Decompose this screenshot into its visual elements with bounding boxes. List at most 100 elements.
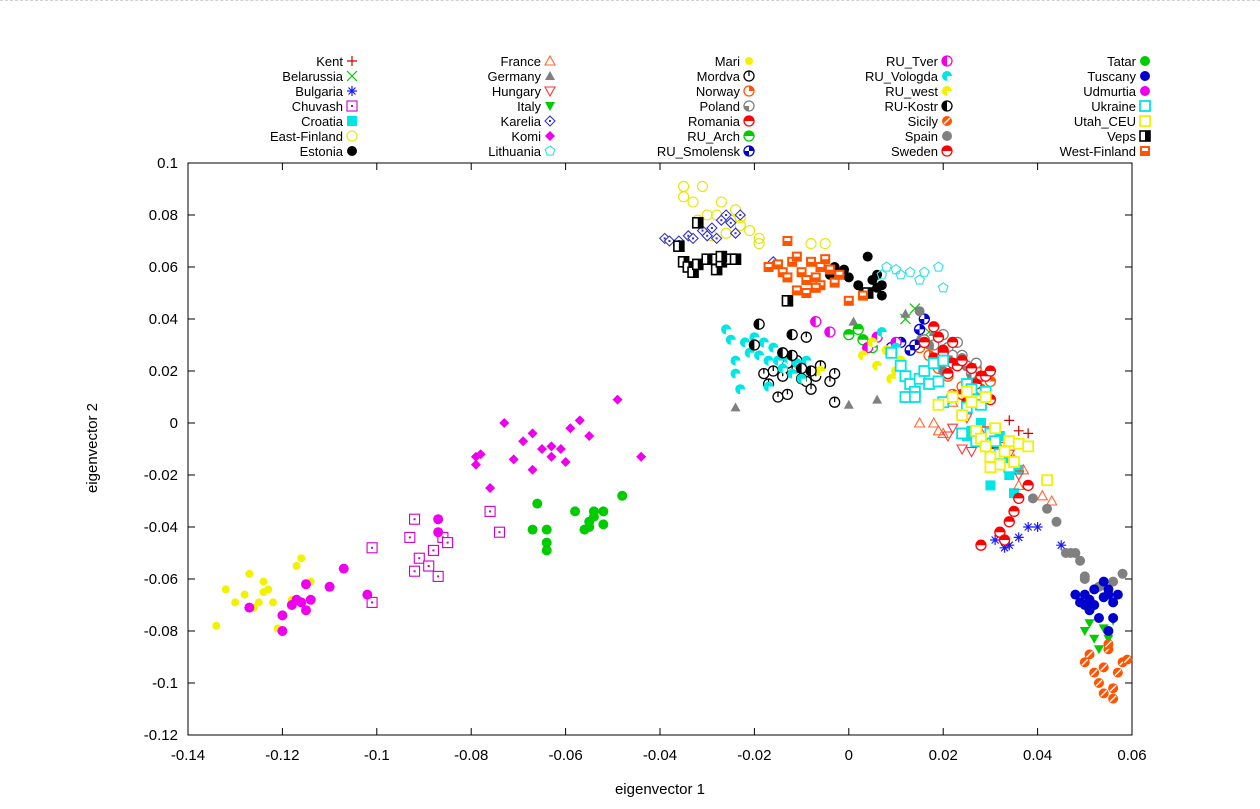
- data-point: [720, 227, 732, 239]
- data-point: [1012, 479, 1025, 490]
- x-axis-label: eigenvector 1: [615, 781, 705, 798]
- data-point: [366, 596, 378, 608]
- series-east-finland: [678, 180, 831, 250]
- data-point: [876, 269, 888, 280]
- data-point: [1051, 516, 1062, 527]
- data-point: [493, 526, 506, 538]
- legend-label: Sicily: [908, 114, 939, 129]
- data-point: [1013, 425, 1024, 436]
- data-point: [484, 505, 496, 517]
- data-point: [715, 196, 727, 208]
- data-point: [574, 415, 585, 426]
- data-point: [1032, 522, 1043, 532]
- data-point: [857, 350, 868, 361]
- y-tick-label: 0.04: [149, 311, 178, 328]
- legend-marker: [545, 71, 555, 80]
- data-point: [781, 294, 794, 307]
- data-point: [946, 336, 959, 349]
- data-point: [1108, 613, 1119, 623]
- y-tick-label: 0.06: [149, 259, 178, 276]
- series-komi: [470, 394, 647, 493]
- data-point: [673, 240, 685, 252]
- data-point: [965, 447, 978, 458]
- data-point: [527, 428, 538, 439]
- data-point: [212, 621, 221, 630]
- data-point: [828, 396, 841, 408]
- data-point: [687, 196, 699, 208]
- data-point: [810, 315, 822, 328]
- data-point: [918, 313, 930, 325]
- legend-marker: [544, 54, 556, 66]
- legend-label: France: [501, 54, 541, 69]
- legend-label: Belarussia: [282, 69, 343, 84]
- data-point: [918, 365, 931, 377]
- legend-label: Tatar: [1107, 54, 1137, 69]
- data-point: [773, 259, 783, 270]
- data-point: [1060, 548, 1071, 558]
- data-point: [932, 375, 945, 388]
- data-point: [744, 347, 755, 358]
- data-point: [937, 354, 950, 367]
- data-point: [956, 354, 968, 367]
- data-point: [1103, 589, 1114, 600]
- legend-label: Ukraine: [1091, 99, 1136, 114]
- data-point: [546, 451, 557, 462]
- data-point: [998, 534, 1011, 546]
- data-point: [900, 308, 911, 318]
- legend-marker: [347, 86, 357, 96]
- data-point: [956, 444, 969, 456]
- legend-marker: [745, 57, 753, 65]
- legend-label: RU_Arch: [687, 129, 740, 144]
- legend-marker: [544, 115, 556, 127]
- data-point: [932, 331, 945, 343]
- series-ru-vologda: [721, 324, 901, 395]
- legend-label: Hungary: [492, 84, 542, 99]
- data-point: [1004, 540, 1015, 551]
- data-point: [1108, 693, 1119, 704]
- data-point: [1036, 489, 1049, 501]
- legend-label: RU_west: [885, 84, 938, 99]
- data-point: [763, 355, 774, 366]
- data-point: [268, 598, 277, 607]
- data-point: [541, 537, 552, 548]
- data-point: [244, 602, 255, 613]
- legend-label: Mari: [715, 54, 740, 69]
- data-point: [433, 527, 444, 538]
- legend-label: Chuvash: [292, 99, 343, 114]
- data-point: [928, 321, 940, 333]
- data-point: [663, 235, 676, 247]
- top-border: [0, 0, 1260, 2]
- data-point: [264, 585, 273, 594]
- data-point: [297, 554, 306, 563]
- data-point: [782, 272, 793, 283]
- data-point: [815, 262, 826, 272]
- series-veps: [673, 217, 874, 307]
- data-point: [636, 451, 647, 462]
- data-point: [706, 222, 718, 234]
- legend-label: RU_Smolensk: [657, 144, 741, 159]
- legend-marker: [743, 100, 755, 112]
- data-point: [1042, 503, 1053, 514]
- data-point: [527, 464, 538, 475]
- data-point: [470, 459, 481, 470]
- data-point: [277, 610, 288, 621]
- data-point: [843, 328, 855, 341]
- data-point: [942, 367, 954, 380]
- legend-marker: [743, 115, 755, 127]
- data-point: [584, 431, 595, 441]
- y-tick-label: 0.08: [149, 207, 178, 224]
- data-point: [1084, 619, 1095, 629]
- legend-marker: [941, 100, 953, 112]
- legend-marker: [942, 71, 952, 81]
- data-point: [432, 570, 444, 582]
- data-point: [1045, 494, 1058, 506]
- legend-label: Spain: [905, 129, 938, 144]
- data-point: [843, 272, 854, 283]
- data-point: [834, 269, 845, 280]
- data-point: [1098, 662, 1109, 673]
- y-tick-label: 0: [170, 415, 178, 432]
- data-point: [499, 418, 510, 428]
- legend: KentBelarussiaBulgariaChuvashCroatiaEast…: [270, 54, 1151, 159]
- data-point: [1056, 540, 1067, 551]
